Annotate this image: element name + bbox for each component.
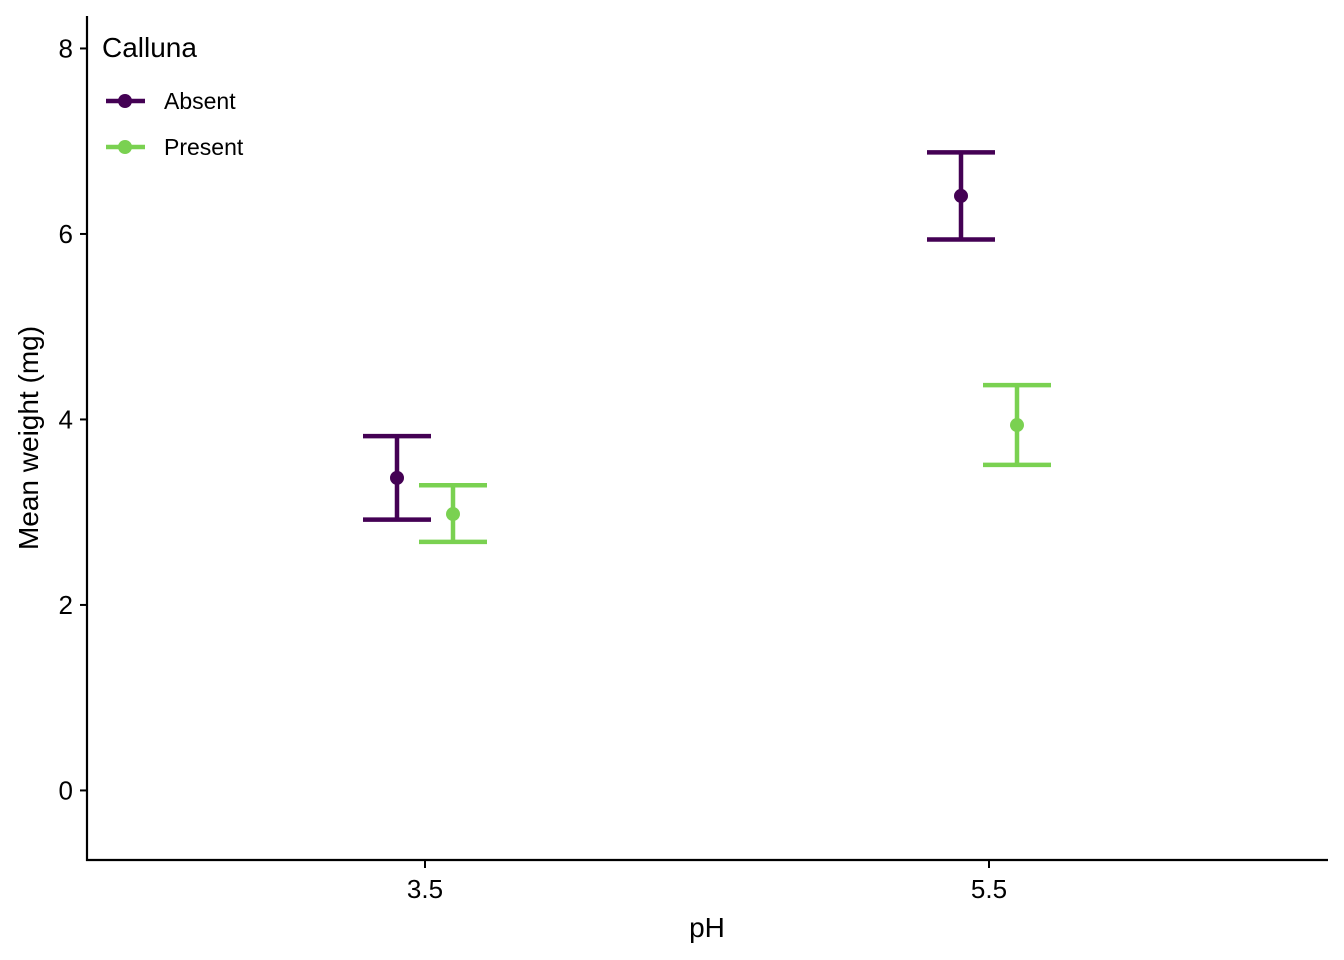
data-marks [363, 150, 1051, 545]
plot-area: 0 2 4 6 8 3.5 5.5 [59, 16, 1328, 904]
x-tick-label: 5.5 [971, 874, 1007, 904]
error-bar-group [927, 150, 995, 242]
error-bar-group [983, 382, 1051, 468]
data-point [1010, 418, 1024, 433]
data-point [390, 470, 404, 485]
y-axis-ticks: 0 2 4 6 8 [59, 33, 87, 805]
y-tick-label: 4 [59, 404, 73, 434]
data-point [446, 507, 460, 522]
data-point [954, 188, 968, 203]
y-tick-label: 2 [59, 590, 73, 620]
x-tick-label: 3.5 [407, 874, 443, 904]
x-axis-title: pH [689, 912, 725, 943]
legend-key-point [118, 140, 132, 154]
error-bar-group [363, 433, 431, 522]
y-axis-title: Mean weight (mg) [13, 326, 44, 550]
legend-item: Present [106, 134, 244, 160]
y-tick-label: 8 [59, 33, 73, 63]
error-bar-group [419, 483, 487, 545]
legend-label: Absent [164, 88, 236, 114]
y-tick-label: 6 [59, 219, 73, 249]
legend-items: Absent Present [106, 88, 244, 160]
legend: Calluna Absent Present [102, 32, 244, 160]
legend-key-point [118, 94, 132, 108]
legend-item: Absent [106, 88, 236, 114]
legend-label: Present [164, 134, 244, 160]
x-axis-ticks: 3.5 5.5 [407, 860, 1007, 904]
y-tick-label: 0 [59, 775, 73, 805]
legend-title: Calluna [102, 32, 197, 63]
